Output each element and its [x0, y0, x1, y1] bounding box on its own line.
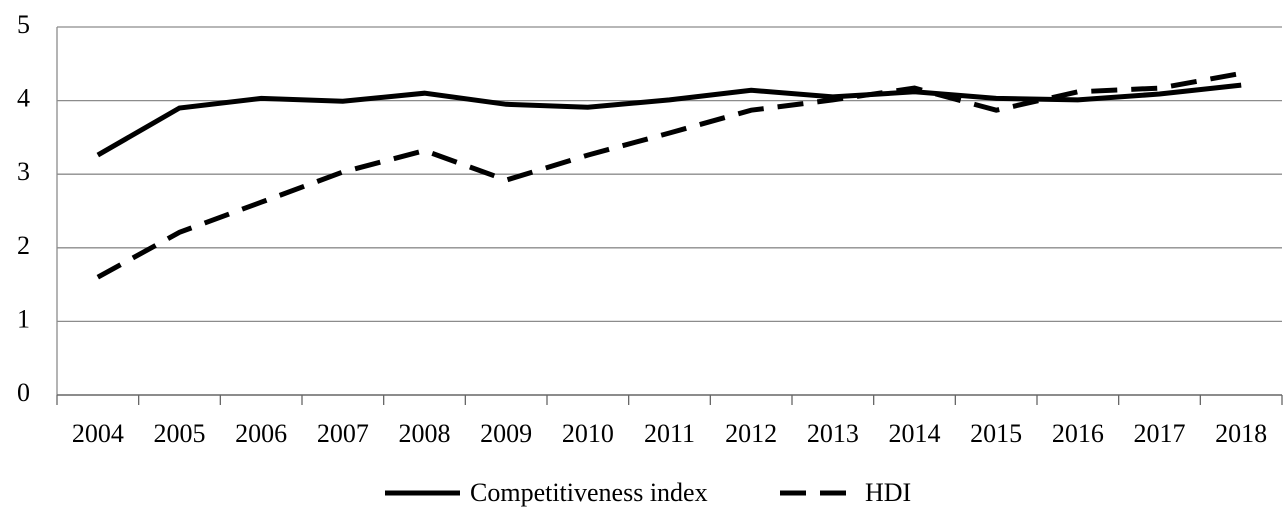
y-tick-label: 0 [17, 378, 30, 407]
legend-label: Competitiveness index [470, 478, 708, 507]
y-tick-label: 1 [17, 304, 30, 333]
x-tick-label: 2007 [317, 419, 369, 448]
x-tick-label: 2006 [235, 419, 287, 448]
y-tick-label: 4 [17, 84, 30, 113]
y-tick-label: 5 [17, 10, 30, 39]
x-tick-label: 2017 [1134, 419, 1186, 448]
x-tick-label: 2012 [725, 419, 777, 448]
x-tick-label: 2005 [154, 419, 206, 448]
x-tick-label: 2018 [1215, 419, 1267, 448]
x-tick-label: 2011 [644, 419, 695, 448]
x-tick-label: 2010 [562, 419, 614, 448]
y-tick-label: 2 [17, 231, 30, 260]
series-line [96, 82, 1242, 158]
x-tick-label: 2013 [807, 419, 859, 448]
legend-label: HDI [865, 478, 911, 507]
x-tick-label: 2009 [480, 419, 532, 448]
x-tick-label: 2016 [1052, 419, 1104, 448]
x-tick-label: 2014 [889, 419, 941, 448]
y-tick-label: 3 [17, 157, 30, 186]
x-tick-label: 2015 [970, 419, 1022, 448]
x-tick-label: 2004 [72, 419, 124, 448]
series-line [96, 70, 1242, 280]
x-tick-label: 2008 [399, 419, 451, 448]
